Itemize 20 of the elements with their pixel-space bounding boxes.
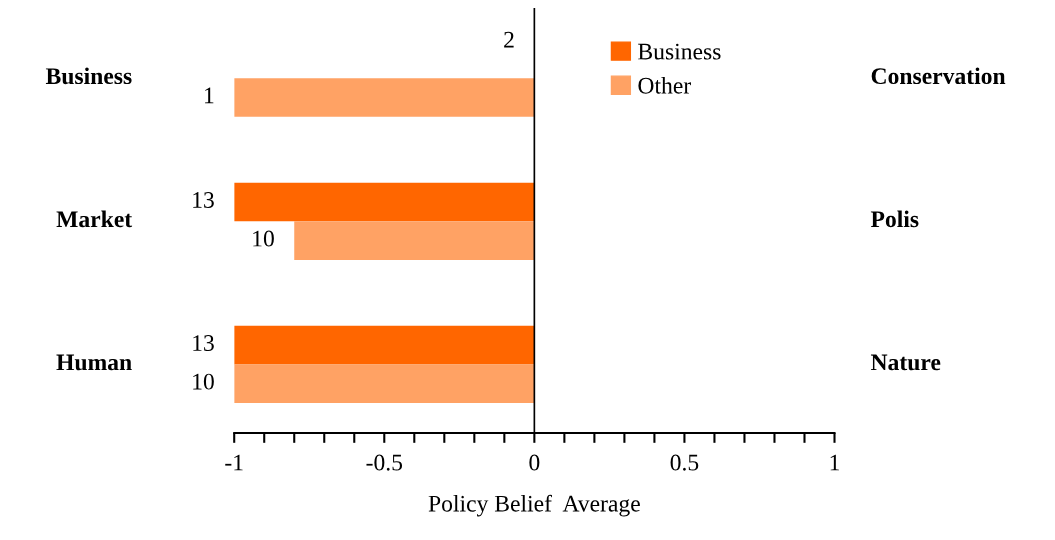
x-tick-label: 0 xyxy=(529,454,540,471)
x-tick-label: 0.5 xyxy=(670,454,699,471)
y-tick-label: Business xyxy=(45,67,132,85)
annotation: 13 xyxy=(193,192,214,208)
text: Polis xyxy=(870,210,919,228)
annotation: 1 xyxy=(205,87,214,104)
annotation: 10 xyxy=(253,230,274,247)
annotation: 10 xyxy=(193,373,214,390)
legend-label: Other xyxy=(638,77,691,94)
x-tick-label: -1 xyxy=(225,454,243,471)
annotation: 13 xyxy=(193,335,214,351)
legend-label: Business xyxy=(638,43,721,60)
x-axis-title: Policy Belief Average xyxy=(428,494,640,517)
x-tick-label: -0.5 xyxy=(366,454,403,471)
text: Conservation xyxy=(871,67,1006,85)
y-tick-label: Human xyxy=(56,354,132,371)
annotation: 2 xyxy=(504,31,514,48)
y-tick-label: Market xyxy=(56,210,133,228)
text: Nature xyxy=(870,354,941,371)
x-tick-label: 1 xyxy=(830,454,839,471)
